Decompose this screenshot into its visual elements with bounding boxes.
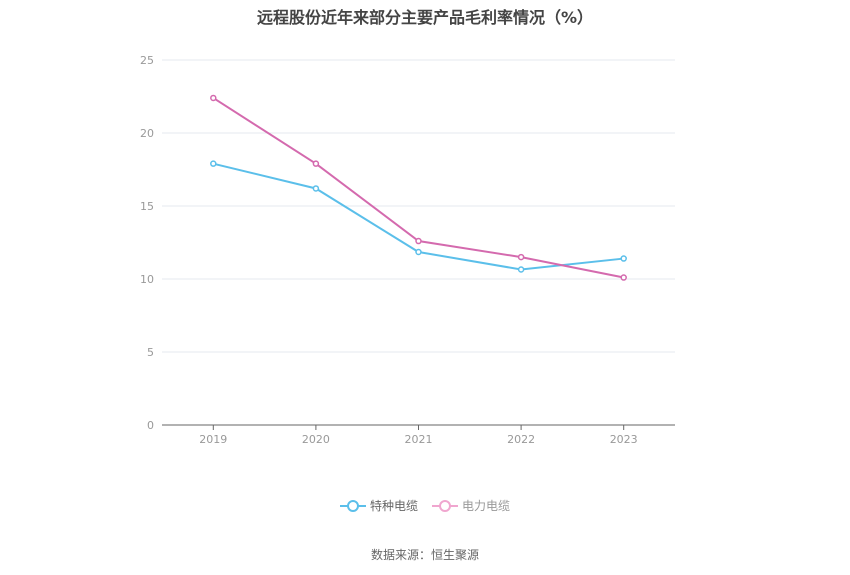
x-tick-label: 2023 — [610, 433, 638, 446]
legend-marker-icon — [432, 499, 458, 512]
y-tick-label: 15 — [140, 200, 154, 213]
x-tick-label: 2019 — [199, 433, 227, 446]
y-tick-label: 25 — [140, 54, 154, 67]
grid-lines — [162, 59, 675, 353]
x-tick-label: 2022 — [507, 433, 535, 446]
axes: 0 5 10 15 20 25 2019 2020 2021 2022 2023 — [140, 54, 675, 446]
legend: 特种电缆 电力电缆 — [0, 497, 850, 514]
legend-label: 特种电缆 — [369, 499, 418, 513]
legend-label: 电力电缆 — [462, 499, 511, 513]
data-point — [415, 248, 422, 256]
data-point — [312, 160, 320, 167]
data-point — [210, 160, 217, 167]
y-tick-label: 5 — [147, 346, 154, 359]
series-0 — [210, 160, 627, 273]
data-point — [517, 253, 525, 261]
data-point — [210, 94, 217, 102]
legend-item-power-cable[interactable]: 电力电缆 — [432, 497, 510, 514]
data-point — [517, 266, 525, 273]
data-point — [415, 237, 422, 245]
data-point — [620, 274, 627, 281]
y-tick-label: 0 — [147, 419, 154, 432]
x-tick-label: 2021 — [405, 433, 433, 446]
series-1 — [210, 94, 627, 281]
data-source: 数据来源：恒生聚源 — [370, 548, 479, 562]
x-tick-label: 2020 — [302, 433, 330, 446]
series — [210, 94, 627, 281]
data-point — [312, 185, 320, 192]
y-tick-label: 20 — [140, 127, 154, 140]
chart-title: 远程股份近年来部分主要产品毛利率情况（%） — [256, 8, 594, 27]
y-tick-label: 10 — [140, 273, 154, 286]
data-point — [620, 255, 627, 262]
legend-item-special-cable[interactable]: 特种电缆 — [339, 497, 418, 514]
legend-marker-icon — [339, 499, 366, 512]
